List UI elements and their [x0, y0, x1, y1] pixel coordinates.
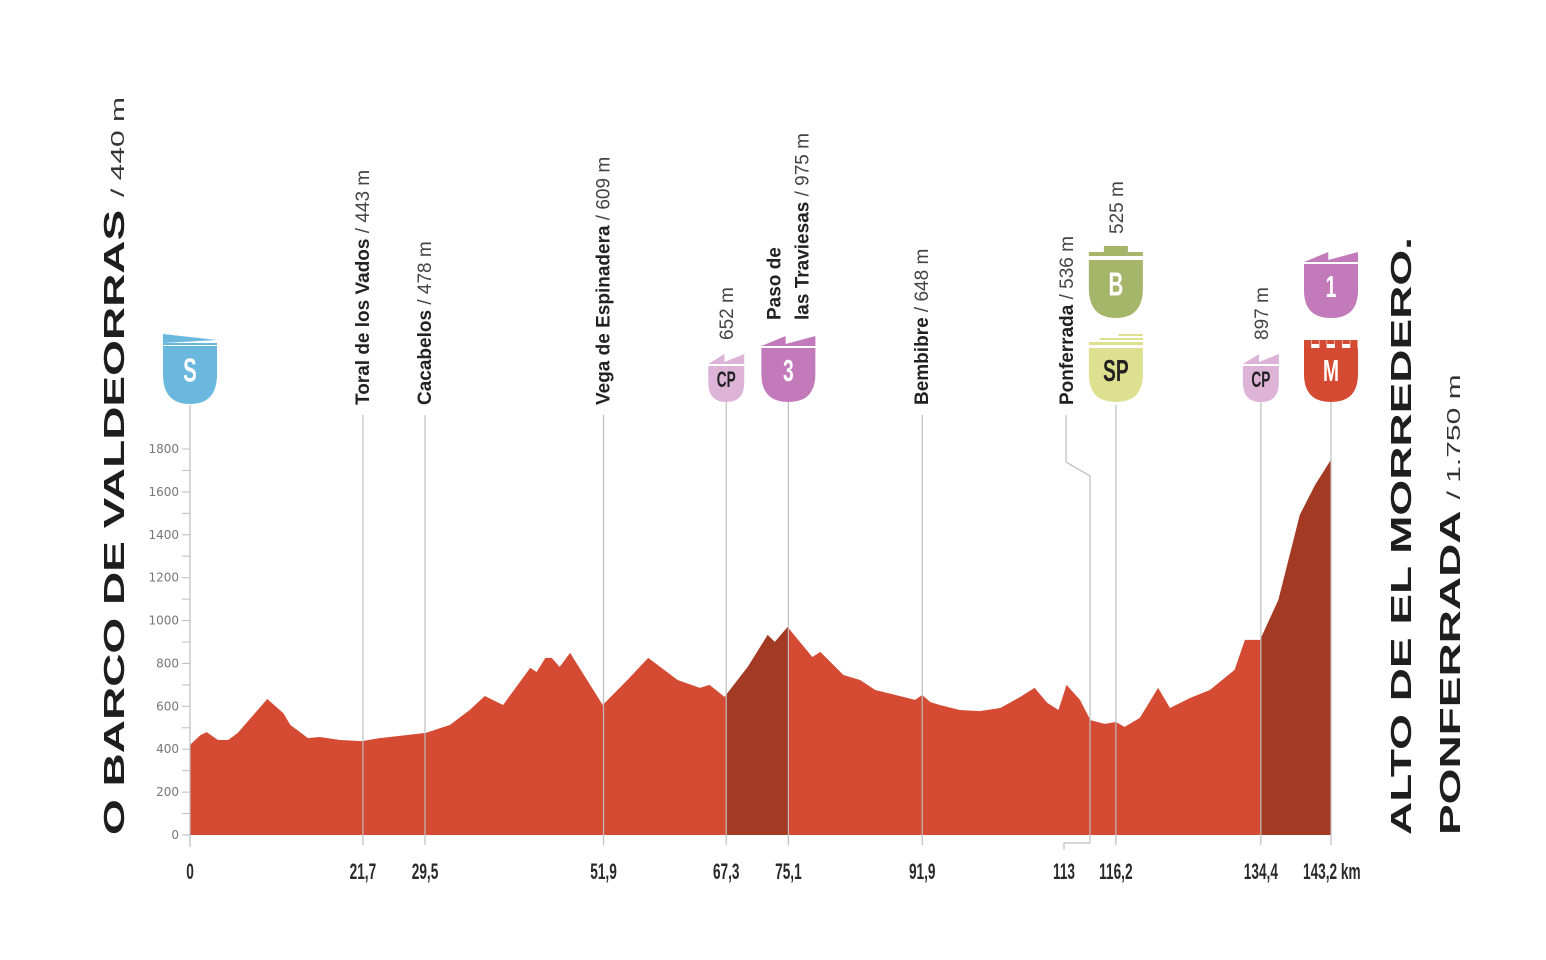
finish-badge: M: [1304, 340, 1358, 402]
y-tick-label: 1200: [148, 571, 179, 585]
y-tick-label: 400: [156, 742, 179, 756]
climb-segment: [726, 627, 789, 835]
x-tick-label: 67,3: [713, 859, 740, 884]
bonus-badge: B: [1088, 246, 1143, 318]
waypoint-label: Vega de Espinadera / 609 m: [594, 157, 615, 405]
waypoint-elevation: 652 m: [717, 287, 738, 340]
waypoint-label: Bembibre / 648 m: [912, 249, 933, 405]
badge-label: SP: [1103, 354, 1129, 388]
x-tick-label: 21,7: [350, 859, 377, 884]
badge-label: CP: [717, 367, 736, 392]
y-tick-label: 0: [171, 828, 179, 842]
start-location-label: O BARCO DE VALDEORRAS / 440 m: [99, 97, 131, 835]
y-tick-label: 1000: [148, 614, 179, 628]
y-tick-label: 1400: [148, 528, 179, 542]
start-finish-labels: O BARCO DE VALDEORRAS / 440 m ALTO DE EL …: [99, 97, 1467, 835]
x-tick-label: 143,2 km: [1303, 859, 1361, 884]
x-tick-label: 134,4: [1244, 859, 1279, 884]
climb-segment: [1260, 459, 1331, 835]
waypoint-label: Toral de los Vados / 443 m: [353, 170, 374, 405]
waypoint-label: las Traviesas / 975 m: [792, 133, 813, 320]
category-3-climb-badge: 3: [761, 336, 816, 402]
badge-label: M: [1323, 354, 1339, 388]
y-tick-label: 600: [156, 699, 179, 713]
waypoint-lines: [189, 400, 1332, 850]
x-tick-label: 91,9: [909, 859, 936, 884]
x-tick-label: 116,2: [1099, 859, 1132, 884]
checkpoint-badge: CP: [1242, 354, 1279, 402]
finish-location-line1: ALTO DE EL MORREDERO.: [1386, 237, 1418, 835]
badge-label: CP: [1251, 367, 1270, 392]
y-tick-label: 1600: [148, 485, 179, 499]
x-tick-label: 113: [1053, 859, 1075, 884]
y-tick-label: 1800: [148, 442, 179, 456]
x-tick-label: 75,1: [775, 859, 802, 884]
badge-label: 3: [783, 354, 794, 388]
x-axis: 0 21,7 29,5 51,9 67,3 75,1 91,9 113 116,2 134,4 14…: [186, 859, 1360, 884]
waypoint-elevation: 897 m: [1252, 287, 1273, 340]
x-tick-label: 0: [186, 859, 194, 884]
waypoint-labels: Toral de los Vados / 443 m Cacabelos / 47…: [353, 133, 1273, 405]
waypoint-label: Cacabelos / 478 m: [415, 241, 436, 405]
badge-label: 1: [1326, 270, 1337, 304]
x-tick-label: 51,9: [590, 859, 617, 884]
sprint-badge: SP: [1088, 334, 1143, 402]
waypoint-elevation: 525 m: [1107, 181, 1128, 234]
x-tick-label: 29,5: [412, 859, 439, 884]
finish-location-line2: PONFERRADA / 1.750 m: [1435, 374, 1467, 835]
y-axis: 0 200 400 600 800 1000 1200 1400 1600 1800: [148, 420, 191, 847]
waypoint-badges: S CP 3 B SP CP 1 M: [163, 246, 1358, 404]
start-badge: S: [163, 334, 217, 404]
waypoint-label: Paso de: [764, 247, 785, 320]
y-tick-label: 200: [156, 785, 179, 799]
checkpoint-badge: CP: [708, 354, 745, 402]
elevation-profile: [190, 459, 1331, 835]
category-1-climb-badge: 1: [1304, 252, 1358, 318]
y-tick-label: 800: [156, 656, 179, 670]
badge-label: B: [1108, 266, 1123, 303]
waypoint-label: Ponferrada / 536 m: [1057, 236, 1078, 405]
badge-label: S: [183, 352, 197, 389]
